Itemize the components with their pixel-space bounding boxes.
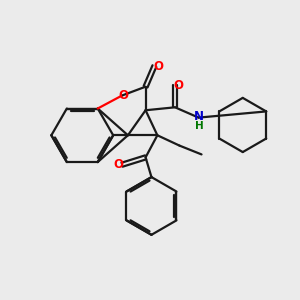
- Text: H: H: [195, 122, 203, 131]
- Text: O: O: [113, 158, 123, 171]
- Text: O: O: [153, 60, 163, 73]
- Text: O: O: [118, 89, 128, 102]
- Text: O: O: [174, 79, 184, 92]
- Text: N: N: [194, 110, 204, 123]
